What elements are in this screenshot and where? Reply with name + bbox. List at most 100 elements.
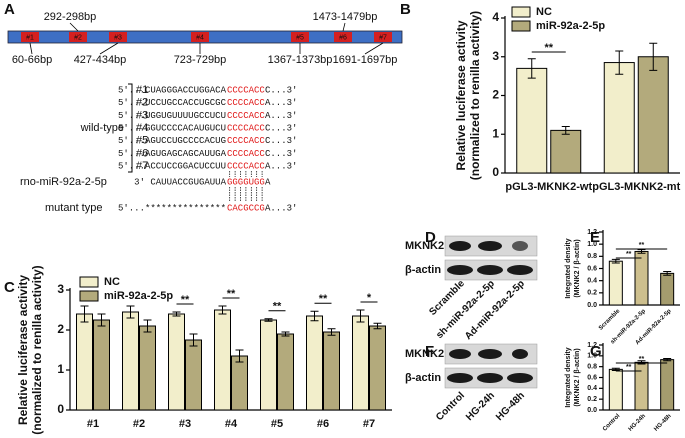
x-tick-label: HG-48h (653, 413, 673, 433)
error-bar (663, 271, 672, 276)
seq-seed: CACGCCG (227, 203, 265, 213)
seq-seed: CCCCACC (227, 98, 265, 108)
seq-prefix: 3′ CAUUACCGUGAUUA (134, 177, 226, 187)
x-tick-label: #7 (363, 418, 375, 430)
panel-letter: F (425, 343, 434, 360)
site-box (191, 32, 209, 42)
panel-letter: A (4, 1, 15, 18)
leader (364, 42, 384, 55)
x-tick-label: #6 (317, 418, 329, 430)
y-tick-label: 2 (57, 322, 64, 336)
x-tick-label: #1 (87, 418, 99, 430)
error-bar (189, 333, 198, 347)
site-label: 723-729bp (174, 54, 227, 66)
error-bar (143, 319, 152, 333)
x-tick-label: #5 (271, 418, 283, 430)
bar (660, 359, 675, 411)
sig-label: ** (181, 294, 190, 306)
error-bar (172, 311, 181, 317)
seq-prefix: 5′...UCCUGCCACCUGCGC (118, 98, 227, 108)
seq-prefix: 5′...GGUCCCCACAUGUCU (118, 123, 226, 133)
seq-prefix: 5′...AGUCCUGCCCCACUG (118, 136, 226, 146)
seq-seed: CCCCACC (227, 123, 265, 133)
error-bar (356, 309, 365, 323)
error-bar (527, 58, 536, 79)
y-axis-label: Relative luciferase activity (16, 275, 30, 425)
sig-label: ** (639, 356, 645, 363)
legend-label: miR-92a-2-5p (536, 20, 605, 32)
row-id: #5 (136, 135, 148, 147)
x-tick-label: #3 (179, 418, 191, 430)
wild-type-bracket (128, 83, 133, 173)
site-label: 1473-1479bp (313, 11, 378, 23)
sig-label: ** (544, 42, 553, 54)
row-id: #2 (136, 97, 148, 109)
y-axis-label: (MKNK2 / β-actin) (574, 348, 581, 406)
y-axis-label: (MKNK2 / β-actin) (574, 239, 581, 297)
error-bar (235, 349, 244, 363)
bar (306, 315, 323, 411)
leader (342, 22, 346, 32)
y-tick-label: 0.6 (587, 265, 597, 272)
error-bar (663, 358, 672, 362)
y-axis-label: Relative luciferase activity (454, 20, 468, 170)
seq-prefix: 5′...ACCUCCGGACUCCUU (118, 162, 226, 172)
sig-label: ** (626, 364, 632, 371)
error-bar (611, 258, 620, 264)
site-label: 60-66bp (12, 54, 52, 66)
band (449, 349, 471, 359)
site-box (374, 32, 392, 42)
sig-label: ** (273, 301, 282, 313)
y-tick-label: 3 (57, 282, 64, 296)
bar (260, 319, 277, 411)
seq-tail: A...3′ (265, 111, 297, 121)
seq-seed: CCCCACC (227, 85, 265, 95)
sig-label: ** (227, 288, 236, 300)
legend-swatch (511, 6, 531, 18)
site-label: 427-434bp (74, 54, 127, 66)
legend-swatch (511, 20, 531, 32)
bar (634, 250, 649, 306)
bar (231, 355, 248, 411)
site-label: 1367-1373bp (268, 54, 333, 66)
bar (660, 272, 675, 306)
site-id: #3 (114, 34, 122, 41)
seq-tail: A (265, 177, 271, 187)
row-id: #4 (136, 122, 148, 134)
site-box (291, 32, 309, 42)
panel-letter: C (4, 279, 15, 296)
y-tick-label: 4 (492, 10, 499, 24)
seq-seed: CCCCACC (227, 149, 265, 159)
seq-prefix: 5′...CUAGGGACCUGGACA (118, 85, 227, 95)
y-tick-label: 0.0 (587, 407, 597, 414)
y-tick-label: 1.2 (587, 342, 597, 349)
seq-prefix: 5′...*************** (118, 203, 226, 213)
y-axis-label: Integrated density (565, 347, 572, 407)
bar (122, 311, 139, 411)
panel-letter: E (590, 229, 600, 246)
band (447, 373, 473, 383)
y-tick-label: 1.0 (587, 353, 597, 360)
blot-row-label: MKNK2 (405, 240, 444, 252)
site-label: 1691-1697bp (333, 54, 398, 66)
band (512, 349, 528, 359)
sig-label: ** (639, 242, 645, 249)
leader (99, 42, 119, 55)
seq-tail: C...3′ (265, 149, 297, 159)
y-tick-label: 0.8 (587, 253, 597, 260)
x-tick-label: pGL3-MKNK2-wt (505, 181, 592, 193)
error-bar (373, 322, 382, 330)
site-id: #1 (26, 34, 34, 41)
error-bar (218, 305, 227, 315)
seq-tail: A...3′ (265, 162, 297, 172)
error-bar (611, 367, 620, 371)
error-bar (649, 42, 658, 71)
row-id: #1 (136, 84, 148, 96)
band (447, 265, 473, 275)
x-tick-label: Scramble (598, 308, 622, 332)
bar (516, 67, 548, 174)
y-axis-label: (normalized to renilla activity) (468, 11, 482, 180)
y-tick-label: 0.6 (587, 374, 597, 381)
leader (69, 22, 79, 32)
bar (608, 368, 623, 411)
